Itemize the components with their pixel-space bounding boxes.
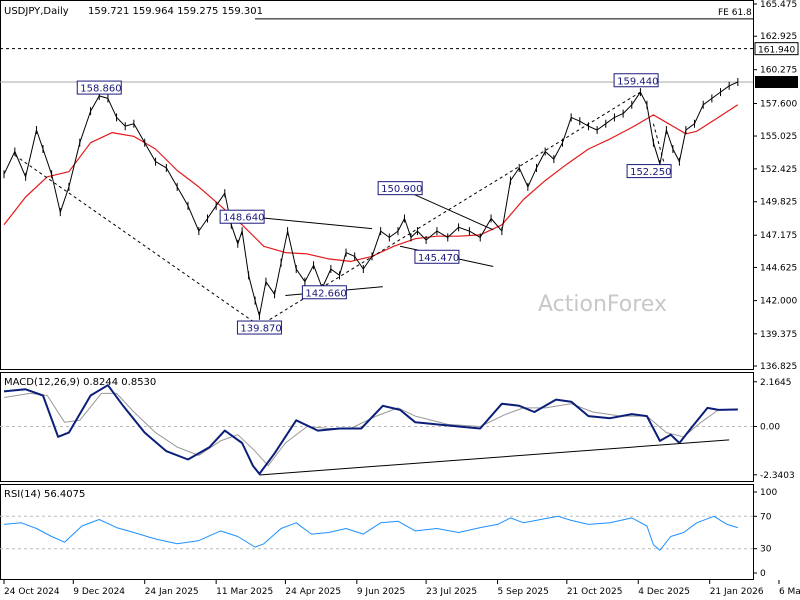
price-annotation-box (301, 285, 347, 300)
x-tick-label: 24 Oct 2024 (4, 587, 60, 597)
x-tick-label: 24 Apr 2025 (285, 587, 341, 597)
macd-tick-label: -2.3403 (760, 471, 795, 481)
price-tick-label: 160.275 (760, 66, 797, 76)
current-price-label: 159.301 (758, 79, 795, 89)
trendline (652, 123, 667, 172)
macd-tick-label: 2.1645 (760, 378, 792, 388)
price-tick-label: 162.925 (760, 32, 797, 42)
price-tick-label: 152.425 (760, 165, 797, 175)
x-tick-label: 5 Sep 2025 (498, 587, 549, 597)
macd-signal-line (3, 392, 738, 467)
price-tick-label: 157.600 (760, 100, 797, 110)
rsi-line (3, 515, 738, 551)
price-tick-label: 149.825 (760, 198, 797, 208)
price-tick-label: 144.625 (760, 263, 797, 273)
x-tick-label: 23 Jul 2025 (426, 587, 477, 597)
rsi-tick-label: 30 (760, 545, 772, 555)
price-tick-label: 147.175 (760, 231, 797, 241)
rsi-title: RSI(14) 56.4075 (4, 489, 85, 500)
ohlc-readout: 159.721 159.964 159.275 159.301 (88, 6, 263, 17)
x-tick-label: 11 Mar 2025 (216, 587, 273, 597)
price-annotation: 150.900 (381, 184, 422, 195)
price-annotation-box (76, 80, 122, 95)
macd-tick-label: 0.00 (760, 422, 780, 432)
x-tick-label: 6 Mar 2026 (779, 587, 800, 597)
price-panel-frame (0, 0, 754, 370)
macd-trendline (259, 439, 730, 476)
price-annotation-box (219, 209, 265, 224)
x-tick-label: 21 Jan 2026 (710, 587, 764, 597)
price-annotation-box (377, 181, 423, 196)
price-tick-label: 165.475 (760, 0, 797, 10)
watermark: ActionForex (538, 292, 667, 317)
macd-panel-frame (0, 372, 754, 482)
price-annotation-box (626, 164, 672, 179)
level-box (754, 42, 799, 56)
price-annotation-box (236, 320, 282, 335)
price-line (3, 81, 739, 317)
price-annotation: 159.440 (617, 76, 658, 87)
current-price-box (755, 76, 798, 89)
price-annotation-box (613, 73, 659, 88)
price-annotation: 148.640 (223, 213, 264, 224)
price-annotation: 158.860 (80, 84, 121, 95)
price-annotation-box (414, 249, 460, 264)
price-annotation: 145.470 (418, 253, 459, 264)
price-tick-label: 142.000 (760, 297, 797, 307)
rsi-tick-label: 70 (760, 512, 772, 522)
x-tick-label: 9 Jun 2025 (357, 587, 405, 597)
fe-label: FE 61.8 (718, 8, 752, 18)
x-tick-label: 24 Jan 2025 (145, 587, 199, 597)
price-annotation: 152.250 (630, 167, 671, 178)
macd-title: MACD(12,26,9) 0.8244 0.8530 (4, 377, 156, 388)
x-tick-label: 21 Oct 2025 (567, 587, 623, 597)
price-tick-label: 139.375 (760, 330, 797, 340)
x-tick-label: 9 Dec 2024 (73, 587, 125, 597)
price-annotation: 139.870 (240, 324, 281, 335)
level-label: 161.940 (758, 46, 795, 56)
rsi-tick-label: 0 (760, 569, 766, 579)
price-tick-label: 155.025 (760, 132, 797, 142)
price-tick-label: 136.825 (760, 362, 797, 372)
x-tick-label: 4 Dec 2025 (638, 587, 690, 597)
macd-line (3, 384, 738, 475)
price-annotation: 142.660 (305, 288, 346, 299)
moving-average-line (3, 104, 739, 262)
rsi-tick-label: 100 (760, 488, 777, 498)
rsi-panel-frame (0, 484, 754, 580)
trendline (14, 154, 260, 327)
instrument-title: USDJPY,Daily (4, 6, 69, 17)
